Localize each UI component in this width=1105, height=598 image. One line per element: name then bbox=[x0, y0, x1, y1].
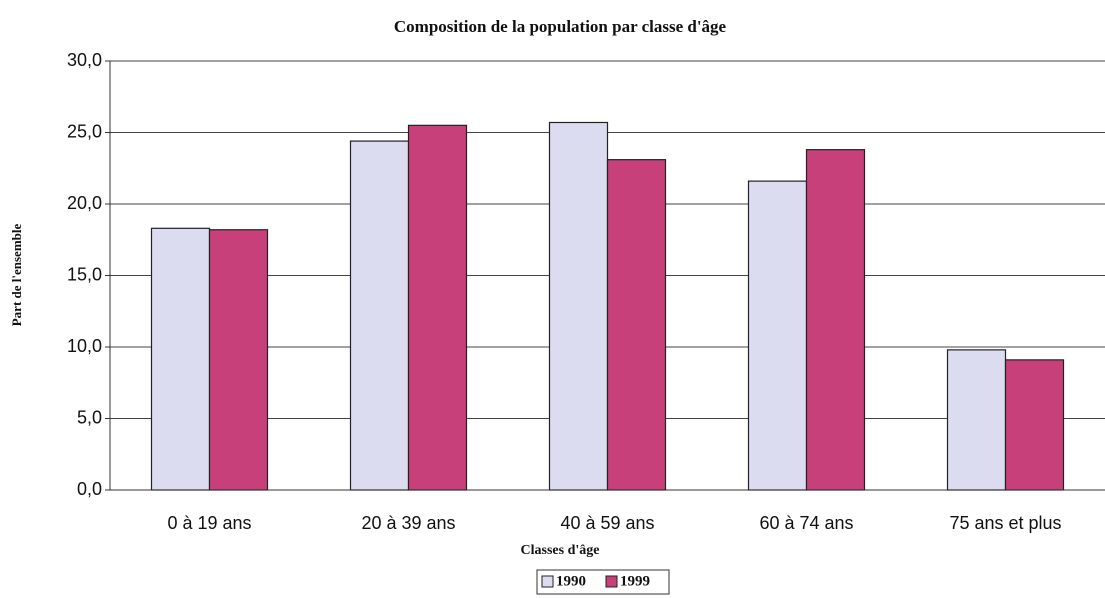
x-tick-label: 0 à 19 ans bbox=[167, 513, 251, 533]
x-tick-label: 20 à 39 ans bbox=[361, 513, 455, 533]
x-tick-label: 60 à 74 ans bbox=[759, 513, 853, 533]
y-axis-label: Part de l'ensemble bbox=[9, 224, 24, 327]
legend-label: 1990 bbox=[556, 573, 586, 589]
y-tick-label: 10,0 bbox=[67, 336, 102, 356]
legend-swatch bbox=[541, 575, 554, 588]
bar bbox=[349, 140, 410, 491]
bar bbox=[150, 227, 211, 491]
bar bbox=[1004, 359, 1065, 491]
bar bbox=[208, 229, 269, 491]
y-tick-label: 30,0 bbox=[67, 50, 102, 70]
bar bbox=[548, 121, 609, 491]
legend-box bbox=[536, 569, 670, 595]
y-tick-label: 20,0 bbox=[67, 193, 102, 213]
bar bbox=[606, 159, 667, 491]
legend-swatch bbox=[605, 575, 618, 588]
x-axis-label: Classes d'âge bbox=[521, 543, 600, 558]
bar bbox=[805, 149, 866, 491]
y-tick-label: 15,0 bbox=[67, 264, 102, 284]
x-tick-label: 75 ans et plus bbox=[949, 513, 1061, 533]
x-tick-label: 40 à 59 ans bbox=[560, 513, 654, 533]
bar bbox=[407, 124, 468, 491]
legend-label: 1999 bbox=[620, 573, 650, 589]
chart-title: Composition de la population par classe … bbox=[394, 17, 727, 36]
bar bbox=[747, 180, 808, 491]
y-tick-label: 25,0 bbox=[67, 121, 102, 141]
y-tick-label: 5,0 bbox=[77, 407, 102, 427]
y-tick-label: 0,0 bbox=[77, 479, 102, 499]
bar bbox=[946, 349, 1007, 491]
